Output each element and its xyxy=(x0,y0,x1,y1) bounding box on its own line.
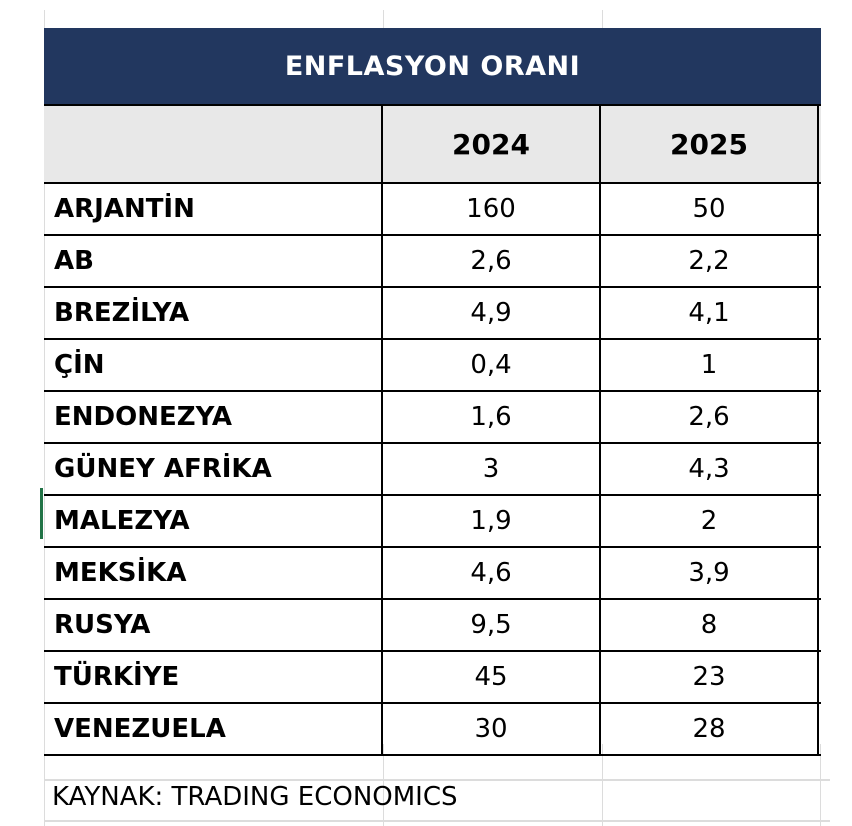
value-2025-cell[interactable]: 28 xyxy=(601,704,819,754)
value-2025-cell[interactable]: 23 xyxy=(601,652,819,702)
table-row: VENEZUELA 30 28 xyxy=(44,704,821,756)
value-2025-cell[interactable]: 2 xyxy=(601,496,819,546)
source-note[interactable]: KAYNAK: TRADING ECONOMICS xyxy=(52,782,458,812)
value-2025-cell[interactable]: 8 xyxy=(601,600,819,650)
table-title[interactable]: ENFLASYON ORANI xyxy=(44,28,821,104)
value-2024-cell[interactable]: 9,5 xyxy=(383,600,601,650)
value-2024-cell[interactable]: 2,6 xyxy=(383,236,601,286)
value-2025-cell[interactable]: 2,6 xyxy=(601,392,819,442)
table-row: GÜNEY AFRİKA 3 4,3 xyxy=(44,444,821,496)
table-row: MALEZYA 1,9 2 xyxy=(44,496,821,548)
value-2024-cell[interactable]: 30 xyxy=(383,704,601,754)
country-cell[interactable]: TÜRKİYE xyxy=(44,652,383,702)
value-2024-cell[interactable]: 4,9 xyxy=(383,288,601,338)
value-2025-cell[interactable]: 4,3 xyxy=(601,444,819,494)
value-2025-cell[interactable]: 4,1 xyxy=(601,288,819,338)
country-cell[interactable]: ARJANTİN xyxy=(44,184,383,234)
value-2024-cell[interactable]: 1,9 xyxy=(383,496,601,546)
table-row: BREZİLYA 4,9 4,1 xyxy=(44,288,821,340)
value-2025-cell[interactable]: 50 xyxy=(601,184,819,234)
country-cell[interactable]: VENEZUELA xyxy=(44,704,383,754)
inflation-table: ENFLASYON ORANI 2024 2025 ARJANTİN 160 50 A… xyxy=(44,28,821,756)
header-cell-2025[interactable]: 2025 xyxy=(601,106,819,182)
value-2024-cell[interactable]: 160 xyxy=(383,184,601,234)
country-cell[interactable]: ENDONEZYA xyxy=(44,392,383,442)
header-cell-country[interactable] xyxy=(44,106,383,182)
table-row: ARJANTİN 160 50 xyxy=(44,184,821,236)
value-2024-cell[interactable]: 4,6 xyxy=(383,548,601,598)
country-cell[interactable]: MEKSİKA xyxy=(44,548,383,598)
table-row: AB 2,6 2,2 xyxy=(44,236,821,288)
value-2024-cell[interactable]: 3 xyxy=(383,444,601,494)
country-cell[interactable]: BREZİLYA xyxy=(44,288,383,338)
value-2025-cell[interactable]: 2,2 xyxy=(601,236,819,286)
table-row: ÇİN 0,4 1 xyxy=(44,340,821,392)
selected-cell-indicator xyxy=(40,488,43,539)
table-row: TÜRKİYE 45 23 xyxy=(44,652,821,704)
header-cell-2024[interactable]: 2024 xyxy=(383,106,601,182)
country-cell[interactable]: RUSYA xyxy=(44,600,383,650)
value-2025-cell[interactable]: 3,9 xyxy=(601,548,819,598)
table-row: RUSYA 9,5 8 xyxy=(44,600,821,652)
value-2025-cell[interactable]: 1 xyxy=(601,340,819,390)
value-2024-cell[interactable]: 45 xyxy=(383,652,601,702)
country-cell[interactable]: ÇİN xyxy=(44,340,383,390)
country-cell[interactable]: GÜNEY AFRİKA xyxy=(44,444,383,494)
country-cell[interactable]: MALEZYA xyxy=(44,496,383,546)
value-2024-cell[interactable]: 1,6 xyxy=(383,392,601,442)
table-row: MEKSİKA 4,6 3,9 xyxy=(44,548,821,600)
value-2024-cell[interactable]: 0,4 xyxy=(383,340,601,390)
country-cell[interactable]: AB xyxy=(44,236,383,286)
header-row: 2024 2025 xyxy=(44,104,821,184)
table-row: ENDONEZYA 1,6 2,6 xyxy=(44,392,821,444)
